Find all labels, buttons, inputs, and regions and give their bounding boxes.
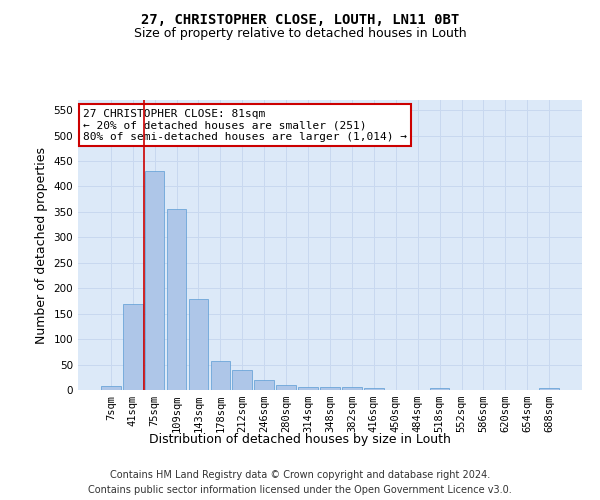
Y-axis label: Number of detached properties: Number of detached properties — [35, 146, 48, 344]
Text: Distribution of detached houses by size in Louth: Distribution of detached houses by size … — [149, 432, 451, 446]
Text: Contains public sector information licensed under the Open Government Licence v3: Contains public sector information licen… — [88, 485, 512, 495]
Bar — [167, 210, 187, 390]
Bar — [430, 388, 449, 390]
Bar — [188, 300, 208, 390]
Text: Size of property relative to detached houses in Louth: Size of property relative to detached ho… — [134, 28, 466, 40]
Bar — [276, 385, 296, 390]
Bar — [101, 386, 121, 390]
Bar — [342, 388, 362, 390]
Bar — [232, 370, 252, 390]
Text: 27 CHRISTOPHER CLOSE: 81sqm
← 20% of detached houses are smaller (251)
80% of se: 27 CHRISTOPHER CLOSE: 81sqm ← 20% of det… — [83, 108, 407, 142]
Bar — [145, 171, 164, 390]
Bar — [539, 388, 559, 390]
Bar — [211, 361, 230, 390]
Bar — [364, 388, 384, 390]
Bar — [254, 380, 274, 390]
Bar — [298, 388, 318, 390]
Bar — [320, 388, 340, 390]
Text: Contains HM Land Registry data © Crown copyright and database right 2024.: Contains HM Land Registry data © Crown c… — [110, 470, 490, 480]
Text: 27, CHRISTOPHER CLOSE, LOUTH, LN11 0BT: 27, CHRISTOPHER CLOSE, LOUTH, LN11 0BT — [141, 12, 459, 26]
Bar — [123, 304, 143, 390]
